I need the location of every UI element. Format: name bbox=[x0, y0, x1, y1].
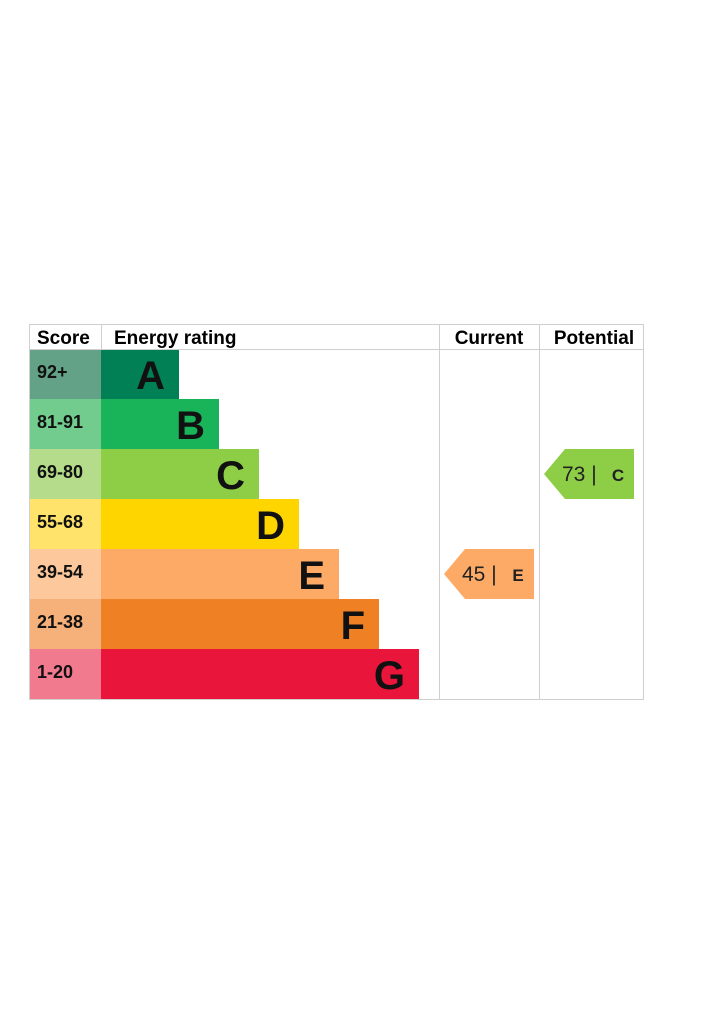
score-label-g: 1-20 bbox=[37, 662, 73, 682]
potential-arrow bbox=[544, 449, 634, 499]
score-cell-d bbox=[29, 499, 101, 549]
band-bar-d bbox=[101, 499, 299, 549]
score-cell-a bbox=[29, 349, 101, 399]
table-border bbox=[29, 324, 644, 700]
current-arrow bbox=[444, 549, 534, 599]
header-score: Score bbox=[37, 328, 90, 349]
header-potential: Potential bbox=[554, 328, 634, 349]
score-label-d: 55-68 bbox=[37, 512, 83, 532]
score-label-c: 69-80 bbox=[37, 462, 83, 482]
current-value: 45 | bbox=[462, 563, 497, 586]
bands-layer: 92+ A 81-91 B 69-80 C 55-68 D 39-54 E 21-38 F 1-20 G bbox=[29, 349, 419, 699]
arrows-layer: 45 | E 73 | C bbox=[444, 449, 634, 599]
band-letter-e: E bbox=[298, 554, 325, 598]
score-cell-b bbox=[29, 399, 101, 449]
potential-letter: C bbox=[612, 466, 624, 485]
band-bar-g bbox=[101, 649, 419, 699]
band-bar-e bbox=[101, 549, 339, 599]
band-letter-c: C bbox=[216, 454, 245, 498]
score-label-a: 92+ bbox=[37, 362, 68, 382]
current-letter: E bbox=[512, 566, 523, 585]
band-letter-g: G bbox=[374, 654, 405, 698]
score-label-b: 81-91 bbox=[37, 412, 83, 432]
score-cell-f bbox=[29, 599, 101, 649]
score-cell-c bbox=[29, 449, 101, 499]
score-label-f: 21-38 bbox=[37, 612, 83, 632]
band-bar-a bbox=[101, 349, 179, 399]
band-letter-d: D bbox=[256, 504, 285, 548]
band-letter-a: A bbox=[136, 354, 165, 398]
header-current: Current bbox=[455, 328, 524, 349]
band-bar-b bbox=[101, 399, 219, 449]
band-bar-c bbox=[101, 449, 259, 499]
band-letter-f: F bbox=[341, 604, 365, 648]
band-bar-f bbox=[101, 599, 379, 649]
band-letter-b: B bbox=[176, 404, 205, 448]
grid-layer bbox=[29, 324, 644, 700]
potential-value: 73 | bbox=[562, 463, 597, 486]
score-cell-g bbox=[29, 649, 101, 699]
score-label-e: 39-54 bbox=[37, 562, 83, 582]
header-energy-rating: Energy rating bbox=[114, 328, 236, 349]
score-cell-e bbox=[29, 549, 101, 599]
